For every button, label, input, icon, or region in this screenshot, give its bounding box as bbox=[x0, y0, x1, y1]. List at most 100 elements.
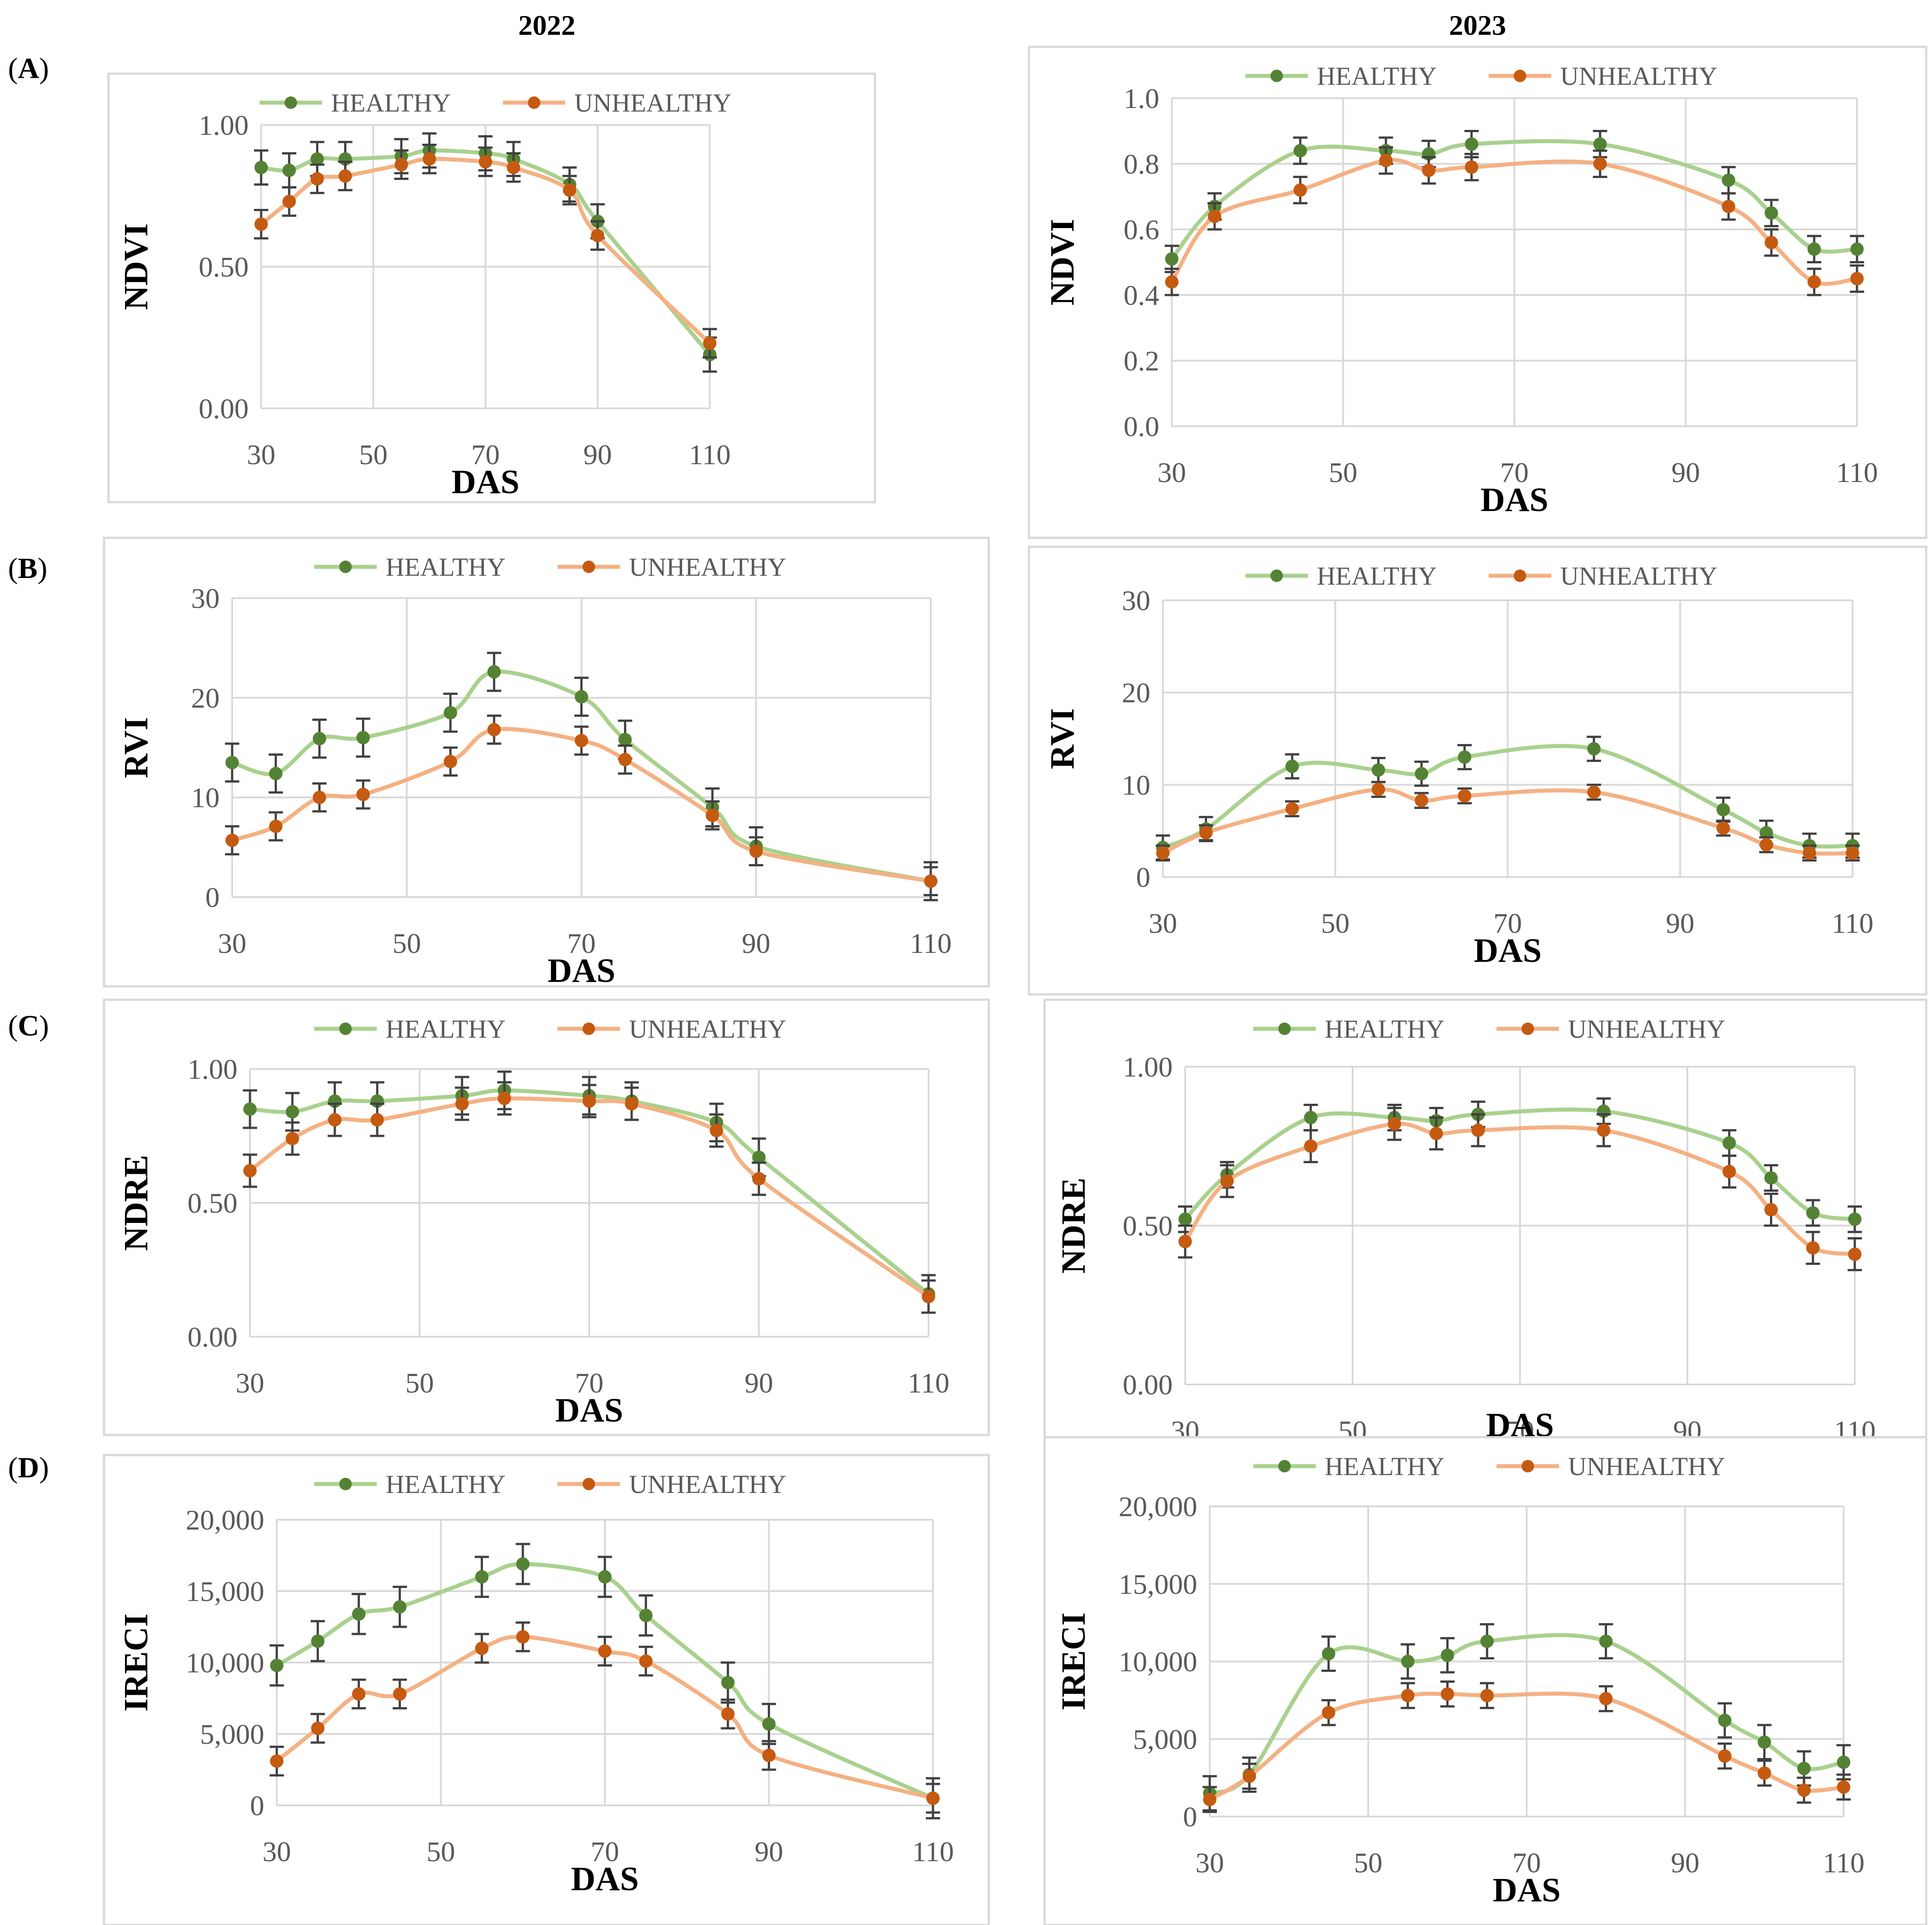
data-point-unhealthy bbox=[598, 1644, 612, 1658]
data-point-unhealthy bbox=[1293, 183, 1307, 197]
x-tick-label: 110 bbox=[1836, 457, 1878, 488]
data-point-unhealthy bbox=[762, 1749, 776, 1762]
data-point-unhealthy bbox=[1803, 846, 1816, 860]
y-tick-label: 10,000 bbox=[186, 1647, 264, 1679]
data-point-unhealthy bbox=[1765, 236, 1778, 249]
data-point-healthy bbox=[1765, 206, 1778, 220]
data-point-healthy bbox=[393, 1600, 407, 1614]
data-point-unhealthy bbox=[269, 819, 283, 833]
data-point-healthy bbox=[752, 1151, 766, 1164]
data-point-unhealthy bbox=[1457, 789, 1471, 803]
data-point-healthy bbox=[312, 732, 326, 745]
y-tick-label: 20,000 bbox=[186, 1504, 264, 1536]
legend-unhealthy-label: UNHEALTHY bbox=[629, 1014, 786, 1044]
data-point-unhealthy bbox=[270, 1754, 283, 1768]
y-tick-label: 0.00 bbox=[1123, 1369, 1173, 1401]
x-axis-title: DAS bbox=[451, 463, 519, 501]
data-point-healthy bbox=[1759, 826, 1773, 840]
x-tick-label: 50 bbox=[1354, 1847, 1382, 1879]
data-point-healthy bbox=[225, 756, 239, 769]
data-point-unhealthy bbox=[1203, 1792, 1216, 1806]
data-point-unhealthy bbox=[1848, 1247, 1861, 1261]
y-tick-label: 10 bbox=[1122, 769, 1150, 801]
data-point-healthy bbox=[1797, 1762, 1811, 1775]
data-point-healthy bbox=[286, 1105, 299, 1118]
x-tick-label: 70 bbox=[471, 439, 500, 470]
data-point-healthy bbox=[639, 1609, 653, 1622]
y-axis-title: NDVI bbox=[117, 223, 155, 310]
data-point-unhealthy bbox=[1597, 1123, 1611, 1137]
x-axis-title: DAS bbox=[571, 1860, 639, 1898]
legend-unhealthy-marker bbox=[1521, 1023, 1534, 1035]
y-axis-title: IRECI bbox=[1055, 1613, 1092, 1711]
data-point-healthy bbox=[1587, 742, 1601, 756]
x-tick-label: 30 bbox=[1149, 907, 1177, 939]
y-tick-label: 0.00 bbox=[187, 1321, 237, 1353]
legend: HEALTHY UNHEALTHY bbox=[1245, 561, 1717, 590]
data-point-unhealthy bbox=[328, 1113, 341, 1127]
data-point-unhealthy bbox=[498, 1092, 511, 1105]
y-tick-label: 1.00 bbox=[199, 109, 249, 141]
x-tick-label: 70 bbox=[1500, 457, 1529, 488]
legend: HEALTHY UNHEALTHY bbox=[259, 88, 732, 117]
x-axis-title: DAS bbox=[1480, 481, 1548, 519]
data-point-healthy bbox=[310, 152, 324, 166]
x-axis-title: DAS bbox=[547, 952, 615, 990]
x-tick-label: 90 bbox=[1666, 907, 1695, 939]
x-tick-label: 90 bbox=[745, 1367, 773, 1399]
data-point-healthy bbox=[1322, 1647, 1336, 1661]
chart-frame bbox=[103, 1454, 990, 1925]
data-point-healthy bbox=[1599, 1634, 1613, 1648]
data-point-healthy bbox=[1415, 767, 1428, 781]
x-tick-label: 70 bbox=[575, 1367, 604, 1399]
data-point-unhealthy bbox=[625, 1097, 638, 1110]
legend-healthy-marker bbox=[1278, 1460, 1291, 1472]
chart-panel-d-2022: 0 5,000 10,000 15,000 20,000 30 50 70 90 110 DAS IR… bbox=[103, 1454, 990, 1925]
data-point-healthy bbox=[243, 1102, 257, 1116]
y-tick-label: 1.00 bbox=[187, 1053, 237, 1085]
y-tick-label: 0.0 bbox=[1124, 411, 1159, 442]
data-point-unhealthy bbox=[1371, 782, 1385, 796]
data-point-healthy bbox=[1850, 242, 1864, 256]
data-point-unhealthy bbox=[703, 336, 716, 350]
y-tick-label: 20 bbox=[191, 682, 220, 714]
x-axis-title: DAS bbox=[1493, 1871, 1561, 1909]
column-title-2022: 2022 bbox=[518, 9, 575, 41]
data-point-unhealthy bbox=[1178, 1235, 1192, 1248]
legend-healthy-label: HEALTHY bbox=[386, 553, 506, 582]
legend-healthy-marker bbox=[1270, 570, 1283, 582]
data-point-unhealthy bbox=[1441, 1687, 1454, 1701]
y-axis-title: IRECI bbox=[117, 1613, 155, 1712]
chart-frame bbox=[1043, 1436, 1928, 1925]
legend-healthy-label: HEALTHY bbox=[386, 1014, 506, 1044]
legend-healthy-label: HEALTHY bbox=[1325, 1452, 1445, 1481]
row-label-a: (A) bbox=[8, 52, 49, 85]
data-point-healthy bbox=[1722, 1136, 1736, 1150]
legend: HEALTHY UNHEALTHY bbox=[314, 1014, 786, 1044]
data-point-unhealthy bbox=[1429, 1127, 1443, 1140]
data-point-healthy bbox=[1304, 1110, 1318, 1124]
data-point-healthy bbox=[1371, 763, 1385, 777]
data-point-unhealthy bbox=[1465, 160, 1478, 174]
data-point-unhealthy bbox=[721, 1707, 735, 1721]
y-tick-label: 0.00 bbox=[199, 393, 249, 424]
legend-unhealthy-marker bbox=[1514, 570, 1526, 582]
data-point-healthy bbox=[1285, 760, 1299, 773]
legend-unhealthy-label: UNHEALTHY bbox=[575, 88, 732, 117]
legend-healthy-label: HEALTHY bbox=[386, 1470, 506, 1499]
data-point-healthy bbox=[487, 665, 501, 679]
data-point-unhealthy bbox=[479, 155, 492, 169]
x-tick-label: 30 bbox=[1195, 1847, 1224, 1879]
data-point-unhealthy bbox=[922, 1290, 935, 1303]
x-tick-label: 30 bbox=[236, 1367, 264, 1399]
legend-unhealthy-marker bbox=[583, 1023, 595, 1035]
x-tick-label: 70 bbox=[1512, 1847, 1541, 1879]
data-point-healthy bbox=[254, 161, 268, 175]
data-point-unhealthy bbox=[1718, 1749, 1732, 1763]
x-tick-label: 30 bbox=[247, 439, 275, 470]
chart-panel-b-2023: 0 10 20 30 30 50 70 90 110 DAS RVI HEALTHY UNHEALTHY bbox=[1028, 545, 1928, 996]
chart-panel-a-2022: 0.00 0.50 1.00 30 50 70 90 110 DAS NDVI HEALTHY UNH… bbox=[107, 72, 876, 503]
y-tick-label: 1.00 bbox=[1123, 1051, 1173, 1083]
y-tick-label: 0.50 bbox=[199, 251, 249, 283]
data-point-healthy bbox=[1465, 137, 1478, 151]
